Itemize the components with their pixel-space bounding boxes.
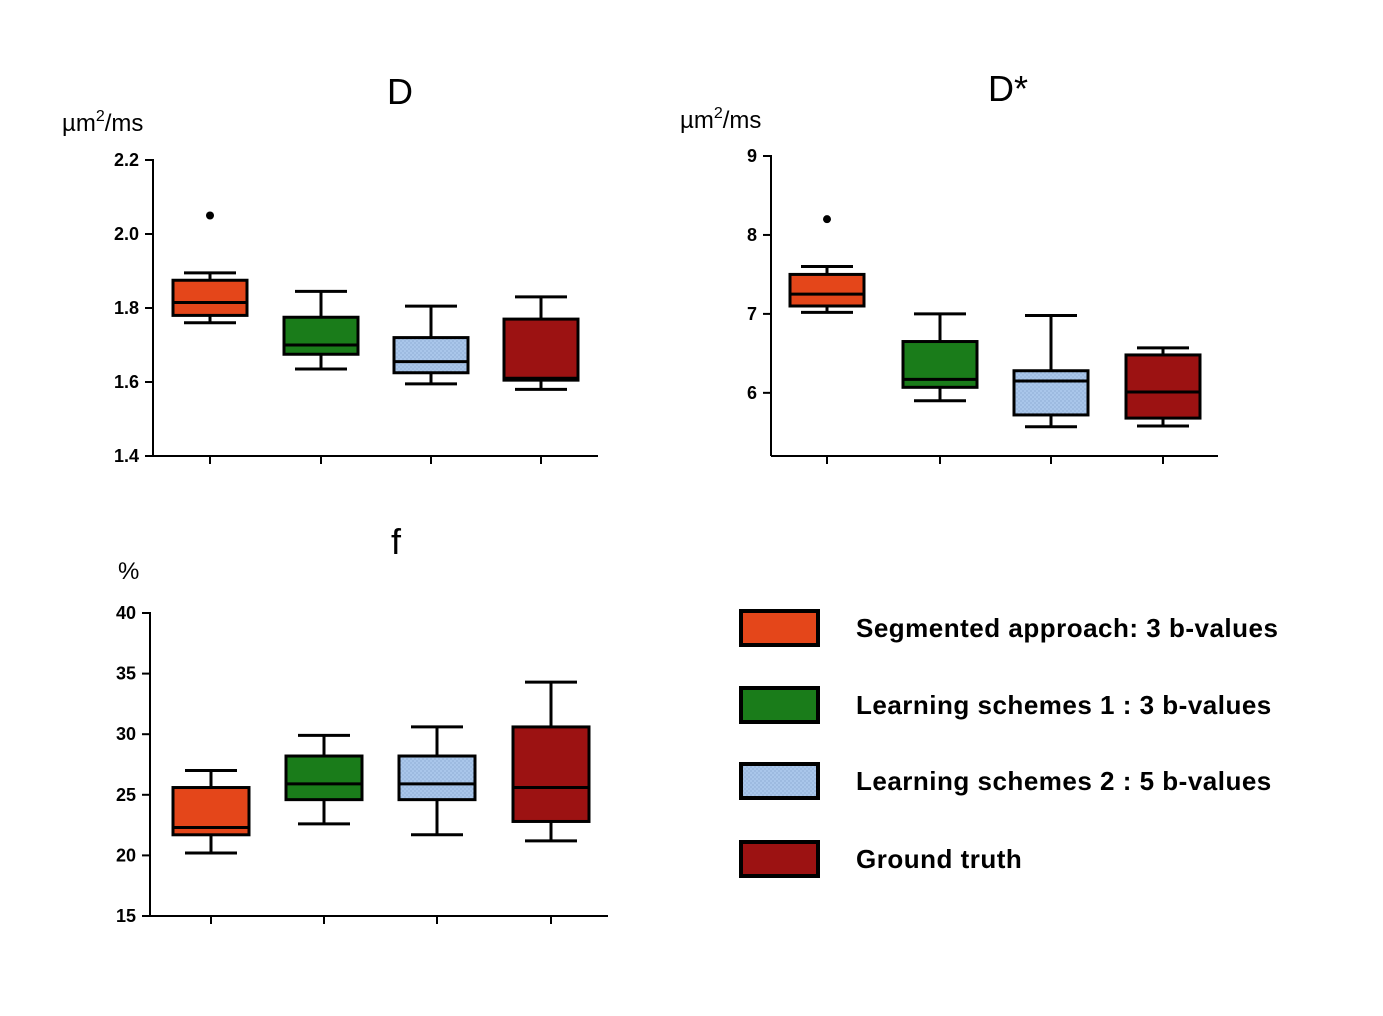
- iqr-box: [284, 754, 364, 802]
- y-tick-label: 25: [116, 785, 136, 805]
- y-tick-label: 20: [116, 845, 136, 865]
- iqr-box: [1012, 369, 1090, 417]
- box-3: [1012, 313, 1090, 429]
- panel-dstar: D* µm2/ms 6 7 8 9: [680, 68, 1218, 464]
- iqr-box: [392, 336, 470, 375]
- y-tick-label: 40: [116, 603, 136, 623]
- panel-dstar-title: D*: [988, 68, 1028, 109]
- panel-d-title: D: [387, 71, 413, 112]
- iqr-box: [282, 315, 360, 356]
- y-tick-label: 6: [747, 383, 757, 403]
- legend: Segmented approach: 3 b-values Learning s…: [739, 609, 1278, 878]
- box-4: [502, 295, 580, 391]
- outlier-point: [823, 215, 831, 224]
- panel-f: f % 15 20 25 30 35 40: [116, 521, 608, 926]
- iqr-box: [502, 317, 580, 382]
- box-3: [392, 304, 470, 386]
- box-2: [284, 733, 364, 826]
- panel-f-plot: 15 20 25 30 35 40: [116, 603, 608, 926]
- y-tick-label: 2.2: [114, 150, 139, 170]
- legend-item-2: Learning schemes 1 : 3 b-values: [739, 686, 1272, 724]
- panel-d-plot: 1.4 1.6 1.8 2.0 2.2: [114, 150, 598, 466]
- y-tick-label: 1.4: [114, 446, 139, 466]
- box-4: [511, 680, 591, 843]
- iqr-box: [511, 725, 591, 823]
- box-2: [901, 312, 979, 403]
- panel-d: D µm2/ms 1.4 1.6 1.8 2.0 2.2: [62, 71, 598, 466]
- legend-label: Learning schemes 2 : 5 b-values: [856, 766, 1272, 796]
- y-tick-label: 8: [747, 225, 757, 245]
- y-tick-label: 7: [747, 304, 757, 324]
- y-tick-label: 9: [747, 146, 757, 166]
- legend-swatch: [739, 840, 820, 878]
- legend-swatch: [739, 609, 820, 647]
- box-3: [397, 725, 477, 837]
- y-tick-label: 1.8: [114, 298, 139, 318]
- legend-item-3: Learning schemes 2 : 5 b-values: [739, 762, 1272, 800]
- outlier-point: [206, 211, 214, 220]
- panel-f-unit: %: [118, 558, 139, 585]
- iqr-box: [1124, 353, 1202, 420]
- iqr-box: [788, 272, 866, 308]
- iqr-box: [171, 278, 249, 317]
- box-4: [1124, 346, 1202, 428]
- legend-label: Learning schemes 1 : 3 b-values: [856, 690, 1272, 720]
- panel-f-title: f: [391, 521, 402, 562]
- y-tick-label: 15: [116, 906, 136, 926]
- legend-label: Segmented approach: 3 b-values: [856, 613, 1278, 643]
- panel-dstar-unit: µm2/ms: [680, 105, 761, 134]
- box-2: [282, 289, 360, 371]
- y-tick-label: 30: [116, 724, 136, 744]
- panel-dstar-plot: 6 7 8 9: [747, 146, 1218, 464]
- box-1: [788, 215, 866, 314]
- y-tick-label: 1.6: [114, 372, 139, 392]
- y-tick-label: 2.0: [114, 224, 139, 244]
- legend-item-1: Segmented approach: 3 b-values: [739, 609, 1278, 647]
- y-tick-label: 35: [116, 664, 136, 684]
- box-1: [171, 211, 249, 325]
- legend-item-4: Ground truth: [739, 840, 1022, 878]
- box-1: [171, 769, 251, 855]
- legend-swatch: [739, 762, 820, 800]
- legend-label: Ground truth: [856, 844, 1022, 874]
- panel-d-unit: µm2/ms: [62, 108, 143, 137]
- iqr-box: [397, 754, 477, 802]
- legend-swatch: [739, 686, 820, 724]
